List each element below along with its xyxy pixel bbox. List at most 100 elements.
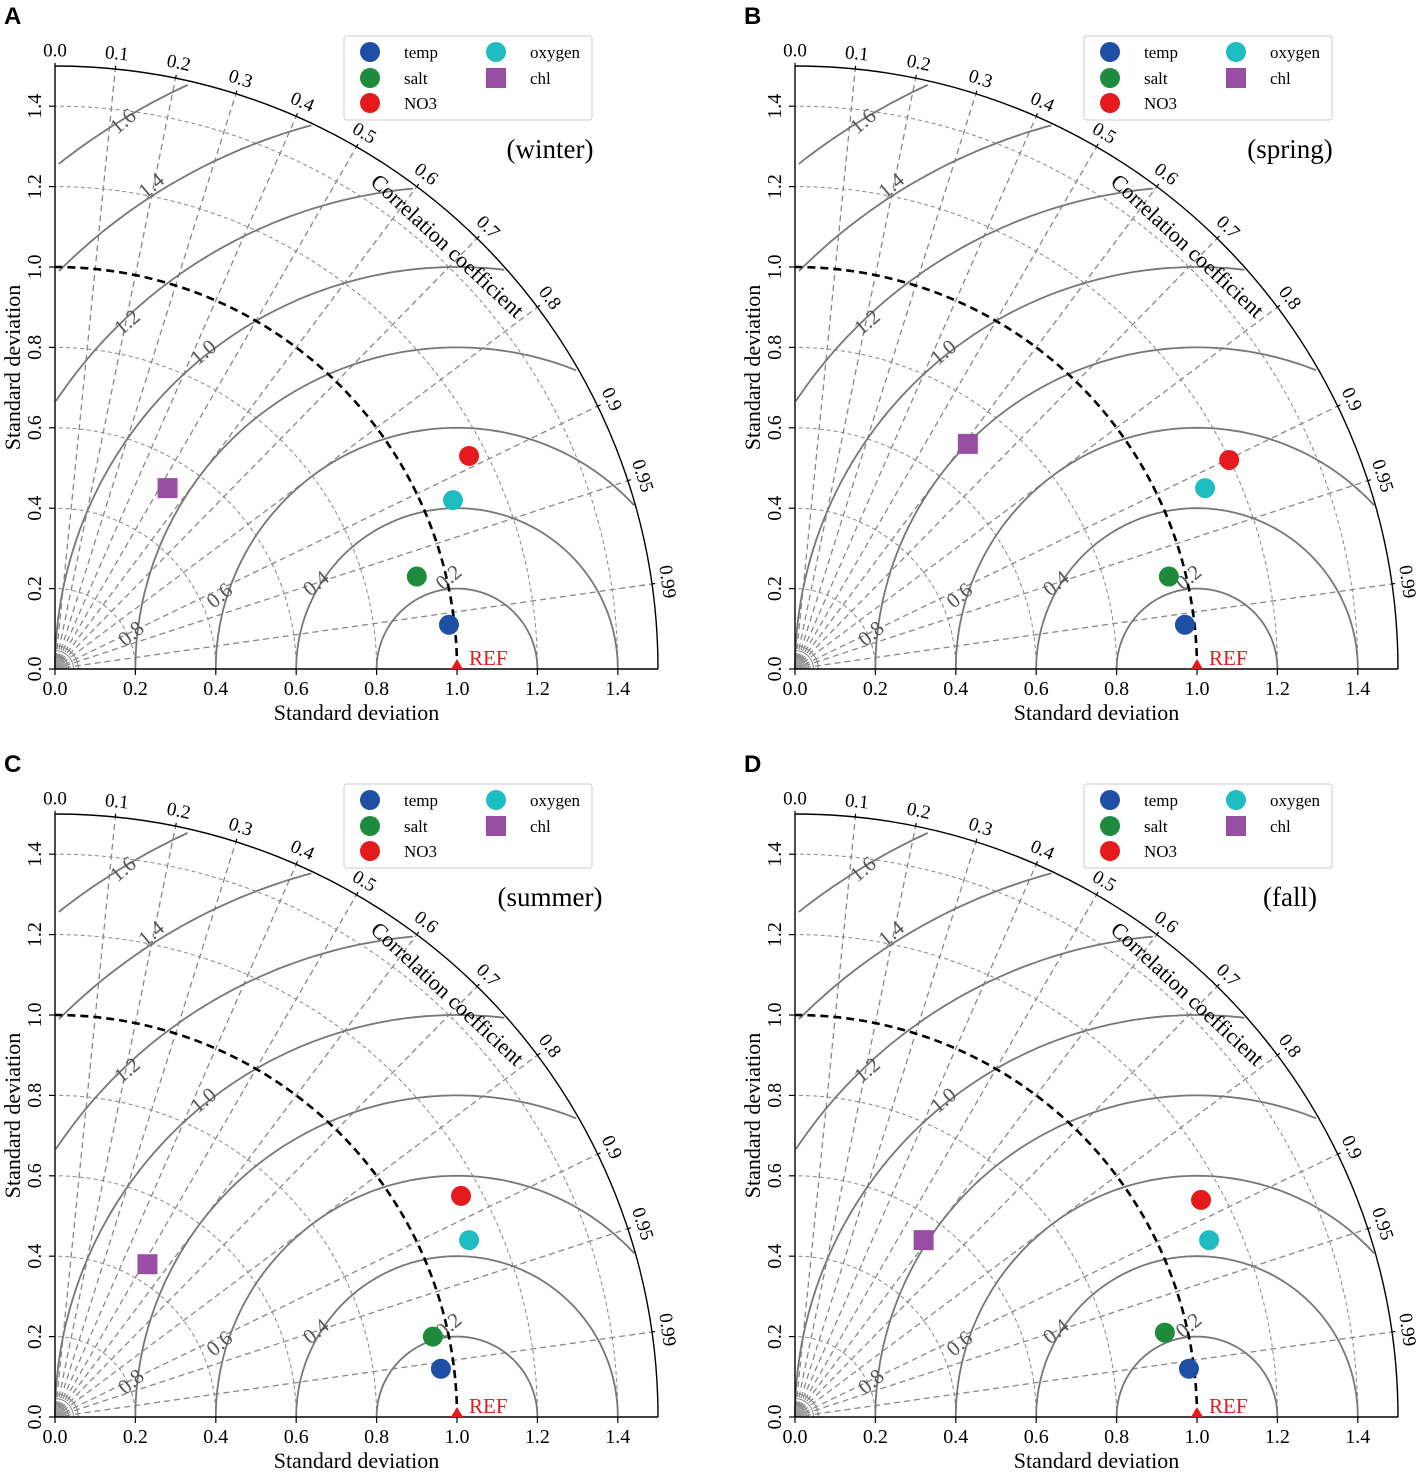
panel-letter-c: C [4, 751, 21, 778]
point-NO3 [1191, 1190, 1211, 1210]
legend-label-salt: salt [404, 69, 428, 88]
legend-label-chl: chl [530, 69, 551, 88]
x-tick-label: 0.8 [1104, 1426, 1129, 1448]
panel-letter-a: A [4, 3, 21, 30]
taylor-diagram-d: D0.20.40.60.81.01.21.41.60.00.00.20.20.4… [740, 748, 1418, 1484]
rms-contour [956, 428, 1374, 669]
y-tick-label: 0.8 [764, 335, 786, 360]
legend-label-NO3: NO3 [1144, 94, 1177, 113]
point-chl [158, 478, 178, 498]
season-title: (spring) [1247, 134, 1332, 164]
legend-marker-temp [1100, 42, 1120, 62]
corr-tick-label: 0.0 [43, 40, 67, 61]
ref-label: REF [1209, 646, 1248, 670]
x-tick-label: 1.2 [525, 1426, 550, 1448]
x-tick-label: 1.2 [525, 678, 550, 700]
y-tick-label: 1.2 [24, 174, 46, 199]
y-tick-label: 0.2 [764, 576, 786, 601]
corr-tick-label: 0.1 [844, 790, 870, 813]
corr-tick-mark [916, 823, 917, 826]
point-oxygen [1199, 1230, 1219, 1250]
y-tick-label: 1.2 [24, 922, 46, 947]
corr-tick-mark [1338, 1153, 1341, 1154]
legend-marker-NO3 [1100, 93, 1120, 113]
y-tick-label: 0.6 [24, 1163, 46, 1188]
corr-tick-label: 0.3 [226, 66, 255, 93]
corr-tick-label: 0.2 [905, 51, 932, 76]
y-tick-label: 0.2 [24, 576, 46, 601]
std-grid-arc [55, 347, 377, 669]
rms-label-0-4: 0.4 [298, 1313, 334, 1349]
point-NO3 [459, 446, 479, 466]
corr-tick-mark [296, 861, 297, 864]
ref-label: REF [1209, 1394, 1248, 1418]
legend-marker-temp [360, 790, 380, 810]
y-tick-label: 0.4 [24, 1244, 46, 1269]
rms-label-1: 1.0 [185, 1082, 221, 1117]
legend-marker-chl [486, 68, 506, 88]
legend-marker-chl [486, 816, 506, 836]
corr-tick-label: 0.95 [1367, 457, 1397, 495]
y-tick-label: 1.4 [764, 94, 786, 119]
legend-label-NO3: NO3 [404, 842, 437, 861]
std-grid-arc [795, 347, 1117, 669]
y-tick-label: 0.8 [24, 1083, 46, 1108]
rms-label-0-8: 0.8 [113, 1364, 149, 1399]
point-oxygen [1195, 478, 1215, 498]
rms-label-0-8: 0.8 [113, 616, 149, 651]
y-axis-label: Standard deviation [740, 1033, 765, 1199]
corr-grid-line [55, 481, 628, 669]
corr-tick-label: 0.2 [165, 51, 192, 76]
point-NO3 [451, 1186, 471, 1206]
corr-tick-mark [1217, 236, 1219, 238]
corr-tick-mark [1097, 144, 1099, 147]
legend-marker-oxygen [486, 42, 506, 62]
corr-grid-line [795, 864, 1036, 1417]
x-tick-label: 1.4 [605, 1426, 630, 1448]
rms-label-1-4: 1.4 [133, 915, 169, 951]
x-axis-label: Standard deviation [274, 700, 440, 725]
corr-axis-label: Correlation coefficient [1106, 917, 1269, 1071]
legend-label-chl: chl [1270, 69, 1291, 88]
y-tick-label: 0.0 [24, 1405, 46, 1430]
corr-grid-line [55, 584, 652, 669]
corr-tick-mark [176, 75, 177, 78]
y-tick-label: 1.0 [24, 255, 46, 280]
y-tick-label: 0.6 [24, 415, 46, 440]
x-axis-label: Standard deviation [1014, 1448, 1180, 1473]
std-grid-arc [55, 1095, 377, 1417]
legend-marker-salt [360, 816, 380, 836]
point-temp [1179, 1359, 1199, 1379]
y-tick-label: 0.4 [24, 496, 46, 521]
panel-letter-d: D [744, 751, 761, 778]
corr-tick-mark [598, 1153, 601, 1154]
corr-tick-mark [537, 305, 540, 307]
x-tick-label: 0.0 [783, 678, 808, 700]
rms-label-0-8: 0.8 [853, 616, 889, 651]
corr-grid-line [795, 584, 1392, 669]
y-tick-label: 0.0 [764, 657, 786, 682]
legend-label-oxygen: oxygen [530, 43, 581, 62]
rms-label-1-2: 1.2 [109, 1052, 145, 1087]
corr-tick-label: 0.3 [966, 66, 995, 93]
legend-marker-chl [1226, 68, 1246, 88]
season-title: (fall) [1263, 882, 1317, 912]
rms-contour [377, 1337, 538, 1417]
x-axis-label: Standard deviation [1014, 700, 1180, 725]
corr-tick-mark [1097, 892, 1099, 895]
taylor-diagram-c: C0.20.40.60.81.01.21.41.60.00.00.20.20.4… [0, 748, 709, 1484]
x-tick-label: 0.2 [863, 678, 888, 700]
corr-tick-mark [1217, 984, 1219, 986]
corr-tick-label: 0.0 [783, 40, 807, 61]
corr-tick-mark [477, 984, 479, 986]
corr-grid-line [795, 1229, 1368, 1417]
taylor-diagram-b: B0.20.40.60.81.01.21.41.60.00.00.20.20.4… [740, 0, 1418, 736]
corr-tick-mark [1277, 305, 1280, 307]
x-tick-label: 0.6 [1024, 678, 1049, 700]
legend-label-salt: salt [1144, 817, 1168, 836]
point-temp [439, 615, 459, 635]
season-title: (summer) [498, 882, 603, 912]
legend-marker-salt [1100, 816, 1120, 836]
